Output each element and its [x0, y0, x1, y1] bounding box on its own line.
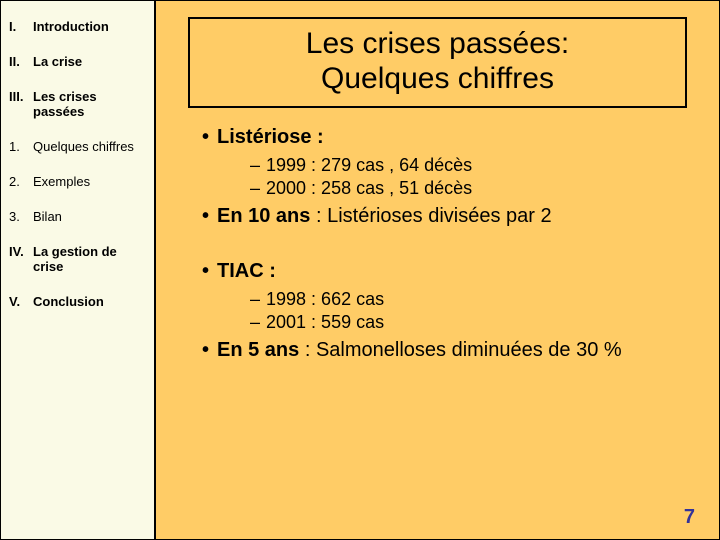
outline-item: IV.La gestion de crise: [7, 234, 148, 284]
outline-item: 1.Quelques chiffres: [7, 129, 148, 164]
outline-item: II.La crise: [7, 44, 148, 79]
bullet-1: •Listériose :: [202, 126, 699, 149]
slide-title: Les crises passées: Quelques chiffres: [188, 17, 687, 108]
outline-label: Conclusion: [31, 284, 148, 319]
outline-num: V.: [7, 284, 31, 319]
bullet-1-text: Listériose :: [217, 126, 324, 148]
bullet-1-sub-2: –2000 : 258 cas , 51 décès: [250, 178, 699, 199]
outline-item: 2.Exemples: [7, 164, 148, 199]
bullet-1-sub-2-text: 2000 : 258 cas , 51 décès: [266, 178, 472, 198]
outline-item: V.Conclusion: [7, 284, 148, 319]
outline-num: II.: [7, 44, 31, 79]
bullet-3: •TIAC :: [202, 260, 699, 283]
slide-content: •Listériose : –1999 : 279 cas , 64 décès…: [176, 126, 699, 362]
outline-label: La crise: [31, 44, 148, 79]
outline-sidebar: I.Introduction II.La crise III.Les crise…: [1, 1, 156, 539]
outline-label: Bilan: [31, 199, 148, 234]
bullet-3-sub-1: –1998 : 662 cas: [250, 289, 699, 310]
page-number: 7: [684, 506, 695, 529]
outline-num: 2.: [7, 164, 31, 199]
outline-num: I.: [7, 9, 31, 44]
bullet-3-text: TIAC :: [217, 260, 276, 282]
outline-num: IV.: [7, 234, 31, 284]
bullet-3-sub-2-text: 2001 : 559 cas: [266, 312, 384, 332]
outline-item: I.Introduction: [7, 9, 148, 44]
outline-num: 1.: [7, 129, 31, 164]
outline-label: Les crises passées: [31, 79, 148, 129]
bullet-4-rest: : Salmonelloses diminuées de 30 %: [299, 339, 621, 361]
outline-num: III.: [7, 79, 31, 129]
outline-label: Introduction: [31, 9, 148, 44]
title-line-2: Quelques chiffres: [200, 62, 675, 97]
slide-body: Les crises passées: Quelques chiffres •L…: [156, 1, 719, 539]
bullet-2: •En 10 ans : Listérioses divisées par 2: [202, 205, 699, 228]
outline-label: La gestion de crise: [31, 234, 148, 284]
title-line-1: Les crises passées:: [200, 27, 675, 62]
outline-label: Quelques chiffres: [31, 129, 148, 164]
bullet-3-sub-1-text: 1998 : 662 cas: [266, 289, 384, 309]
bullet-1-sub-1: –1999 : 279 cas , 64 décès: [250, 155, 699, 176]
outline-label: Exemples: [31, 164, 148, 199]
outline-item: 3.Bilan: [7, 199, 148, 234]
bullet-4-bold: En 5 ans: [217, 339, 299, 361]
outline-num: 3.: [7, 199, 31, 234]
bullet-1-sub-1-text: 1999 : 279 cas , 64 décès: [266, 155, 472, 175]
bullet-2-bold: En 10 ans: [217, 205, 310, 227]
bullet-3-sub-2: –2001 : 559 cas: [250, 312, 699, 333]
outline-list: I.Introduction II.La crise III.Les crise…: [7, 9, 148, 319]
outline-item: III.Les crises passées: [7, 79, 148, 129]
bullet-2-rest: : Listérioses divisées par 2: [310, 205, 551, 227]
bullet-4: •En 5 ans : Salmonelloses diminuées de 3…: [202, 339, 699, 362]
